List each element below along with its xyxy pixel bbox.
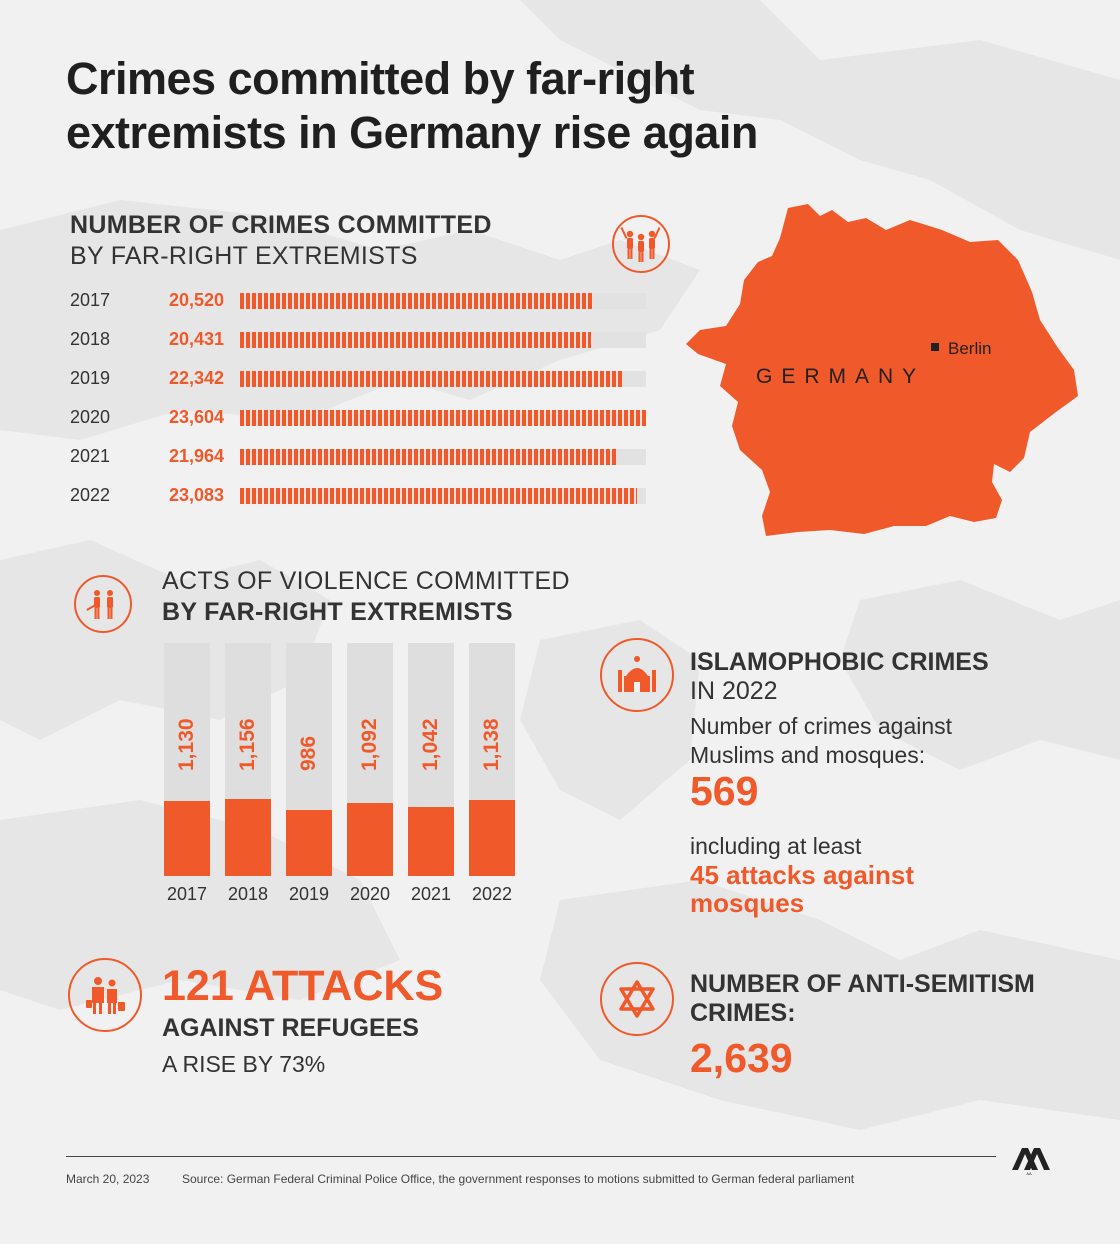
hbar-year-2018: 2018 xyxy=(70,329,111,349)
violence-bar-chart: 1,130 2017 1,156 2018 986 2019 1,092 2020 1,042 2… xyxy=(0,0,560,920)
germany-shape xyxy=(686,204,1078,536)
refugees-icon xyxy=(68,958,142,1032)
hbar-bar-2022 xyxy=(240,488,637,504)
refugee-attacks-subhead: AGAINST REFUGEES xyxy=(162,1014,419,1042)
violence-heading: ACTS OF VIOLENCE COMMITTED BY FAR-RIGHT … xyxy=(162,566,570,628)
vbar-track-2021: 1,042 xyxy=(408,643,454,876)
crimes-heading-bold: NUMBER OF CRIMES COMMITTED xyxy=(70,211,492,239)
crowd-protest-icon xyxy=(612,215,670,273)
hbar-value-2020: 23,604 xyxy=(168,407,224,427)
vbar-track-2018: 1,156 xyxy=(225,643,271,876)
hbar-bar-2018 xyxy=(240,332,591,348)
refugees-block: 121 ATTACKS AGAINST REFUGEES A RISE BY 7… xyxy=(162,962,443,1082)
hbar-year-2019: 2019 xyxy=(70,368,111,388)
hbar-year-2021: 2021 xyxy=(70,446,111,466)
vbar-track-2020: 1,092 xyxy=(347,643,393,876)
vbar-track-2022: 1,138 xyxy=(469,643,515,876)
islamophobia-block: ISLAMOPHOBIC CRIMES IN 2022 Number of cr… xyxy=(690,648,989,917)
vbar-value-2018: 1,156 xyxy=(236,718,259,771)
antisemitism-value: 2,639 xyxy=(690,1035,793,1081)
vbar-bar-2021 xyxy=(408,807,454,876)
violence-heading-regular: ACTS OF VIOLENCE COMMITTED xyxy=(162,567,570,595)
vbar-value-2020: 1,092 xyxy=(358,718,381,771)
star-of-david-icon xyxy=(600,962,674,1036)
vbar-bar-2017 xyxy=(164,801,210,876)
crimes-heading-regular: BY FAR-RIGHT EXTREMISTS xyxy=(70,242,418,270)
hbar-value-2018: 20,431 xyxy=(168,329,224,349)
footer-source: Source: German Federal Criminal Police O… xyxy=(182,1172,855,1186)
vbar-bar-2019 xyxy=(286,810,332,876)
vbar-year-2018: 2018 xyxy=(227,884,269,904)
hbar-bar-2021 xyxy=(240,449,618,465)
refugee-attacks-rise: A RISE BY 73% xyxy=(162,1051,326,1077)
hbar-bar-2017 xyxy=(240,293,593,309)
mosque-attacks-1: 45 attacks against xyxy=(690,860,915,890)
mosque-attacks-2: mosques xyxy=(690,888,805,918)
vbar-year-2019: 2019 xyxy=(288,884,330,904)
islamophobia-heading: ISLAMOPHOBIC CRIMES xyxy=(690,648,989,676)
violence-icon xyxy=(74,575,132,633)
vbar-track-2017: 1,130 xyxy=(164,643,210,876)
vbar-value-2021: 1,042 xyxy=(419,718,442,771)
hbar-year-2022: 2022 xyxy=(70,485,111,505)
crimes-bar-chart: 2017 20,520 2018 20,431 2019 22,342 2020 23,604… xyxy=(0,280,660,510)
vbar-year-2022: 2022 xyxy=(471,884,513,904)
hbar-year-2017: 2017 xyxy=(70,290,111,310)
antisemitism-heading-2: CRIMES: xyxy=(690,999,796,1027)
vbar-bar-2022 xyxy=(469,800,515,876)
aa-logo-text: AA xyxy=(1026,1171,1032,1176)
hbar-value-2017: 20,520 xyxy=(168,290,224,310)
hbar-value-2022: 23,083 xyxy=(168,485,224,505)
islamophobia-desc-2: Muslims and mosques: xyxy=(690,742,926,768)
germany-label: GERMANY xyxy=(756,365,926,388)
berlin-label: Berlin xyxy=(948,339,992,358)
hbar-bar-2020 xyxy=(240,410,646,426)
antisemitism-block: NUMBER OF ANTI-SEMITISM CRIMES: 2,639 xyxy=(690,970,1035,1082)
islamophobia-sub: including at least xyxy=(690,833,862,859)
hbar-year-2020: 2020 xyxy=(70,407,111,427)
vbar-year-2021: 2021 xyxy=(410,884,452,904)
hbar-bar-2019 xyxy=(240,371,624,387)
vbar-value-2017: 1,130 xyxy=(175,718,198,771)
vbar-track-2019: 986 xyxy=(286,643,332,876)
germany-map xyxy=(686,204,1078,536)
vbar-value-2019: 986 xyxy=(297,735,320,771)
vbar-bar-2018 xyxy=(225,799,271,876)
antisemitism-heading-1: NUMBER OF ANTI-SEMITISM xyxy=(690,970,1035,998)
hbar-value-2021: 21,964 xyxy=(168,446,224,466)
footer-date: March 20, 2023 xyxy=(66,1172,150,1186)
vbar-year-2017: 2017 xyxy=(166,884,208,904)
violence-heading-bold: BY FAR-RIGHT EXTREMISTS xyxy=(162,598,513,626)
berlin-marker xyxy=(931,343,939,351)
islamophobia-year: IN 2022 xyxy=(690,677,778,705)
mosque-icon xyxy=(600,638,674,712)
hbar-value-2019: 22,342 xyxy=(168,368,224,388)
refugee-attacks-headline: 121 ATTACKS xyxy=(162,962,444,1010)
islamophobia-desc-1: Number of crimes against xyxy=(690,713,953,739)
page-title: Crimes committed by far-right extremists… xyxy=(66,53,758,158)
aa-logo: AA xyxy=(1008,1140,1050,1176)
vbar-bar-2020 xyxy=(347,803,393,876)
vbar-year-2020: 2020 xyxy=(349,884,391,904)
islamophobia-value: 569 xyxy=(690,768,759,814)
crimes-heading: NUMBER OF CRIMES COMMITTED BY FAR-RIGHT … xyxy=(70,210,492,272)
footer-divider xyxy=(66,1156,996,1157)
vbar-value-2022: 1,138 xyxy=(480,718,503,771)
